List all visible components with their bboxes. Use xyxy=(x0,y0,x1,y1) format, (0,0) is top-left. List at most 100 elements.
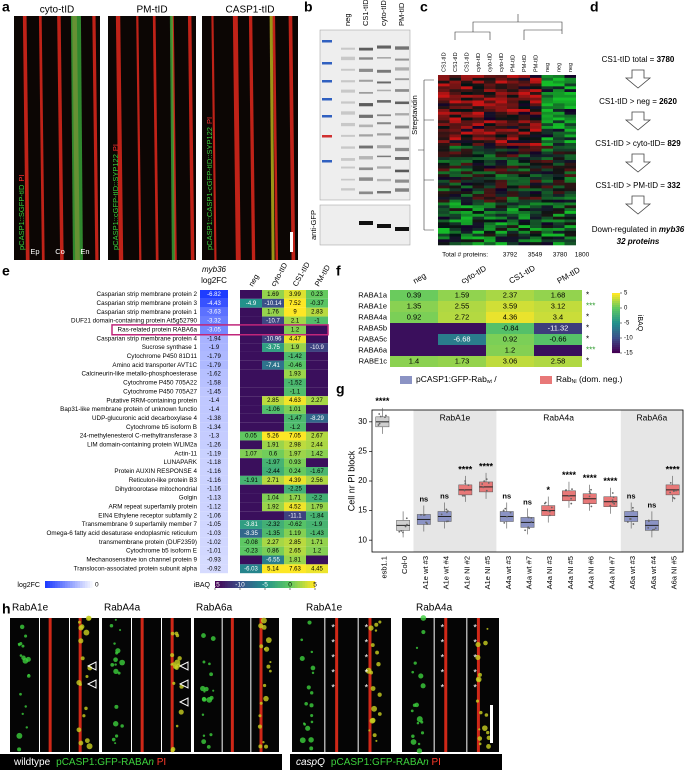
gfp-signal xyxy=(299,656,305,662)
heat-cell xyxy=(507,92,519,96)
heat-cell xyxy=(564,75,576,79)
heat-cell xyxy=(484,233,496,237)
heat-cell xyxy=(461,196,473,200)
band xyxy=(359,68,373,72)
colorbar-step xyxy=(67,581,71,588)
tissue-layer: Ep xyxy=(30,247,39,256)
ibaq-cell xyxy=(240,449,262,459)
ibaq-value: -1.42 xyxy=(288,354,302,360)
gfp-signal xyxy=(262,683,267,688)
data-point xyxy=(612,496,615,499)
colorbar-step xyxy=(290,581,293,588)
ibaq-cell xyxy=(284,396,306,406)
data-point xyxy=(613,502,616,505)
heat-cell xyxy=(472,168,484,172)
heat-cell xyxy=(541,77,553,81)
ibaq-cell xyxy=(262,520,284,529)
heat-cell xyxy=(564,154,576,158)
panel-title: CASP1-tID xyxy=(226,5,275,16)
log2fc-cell xyxy=(200,298,228,308)
data-point xyxy=(570,497,573,500)
ibaq-value: 4.36 xyxy=(503,312,518,321)
heat-cell xyxy=(564,111,576,115)
heat-cell xyxy=(518,222,530,226)
significance: * xyxy=(546,485,550,495)
y-tick-label: 30 xyxy=(358,417,367,426)
heat-cell xyxy=(541,151,553,155)
cell-wall xyxy=(272,15,279,261)
heat-cell xyxy=(438,239,450,243)
heat-cell xyxy=(541,211,553,215)
band xyxy=(395,169,409,173)
ibaq-cell xyxy=(486,345,534,356)
heat-cell xyxy=(541,131,553,135)
ibaq-cell xyxy=(306,290,328,299)
gfp-signal xyxy=(264,744,269,749)
micrograph xyxy=(292,618,325,752)
gfp-signal xyxy=(482,725,488,731)
log2fc-cell xyxy=(200,520,228,529)
protein-name: Calcineurin-like metallo-phosphoesterase xyxy=(81,371,197,378)
band xyxy=(359,47,373,51)
cell-wall xyxy=(152,15,159,261)
heat-cell xyxy=(507,233,519,237)
heat-cell xyxy=(449,77,461,81)
heat-cell xyxy=(461,228,473,232)
ibaq-cell xyxy=(262,475,284,485)
gfp-signal xyxy=(265,637,272,644)
heat-cell xyxy=(553,239,565,243)
band xyxy=(377,145,391,149)
colorbar-step xyxy=(222,581,226,588)
heat-cell xyxy=(553,109,565,113)
heat-cell xyxy=(507,80,519,84)
filter-step-part: 829 xyxy=(667,139,681,148)
gfp-signal xyxy=(204,686,209,692)
ibaq-value: -6.03 xyxy=(244,566,258,572)
heat-cell xyxy=(530,145,542,149)
gfp-signal xyxy=(120,724,124,728)
data-point xyxy=(446,511,448,514)
heat-cell xyxy=(449,114,461,118)
band xyxy=(377,89,391,92)
log2fc-cell xyxy=(200,475,228,485)
heat-cell xyxy=(541,194,553,198)
micrograph xyxy=(102,618,131,752)
heat-cell xyxy=(507,75,519,79)
heat-cell xyxy=(541,128,553,132)
heat-cell xyxy=(530,128,542,132)
heat-cell xyxy=(553,196,565,200)
heat-cell xyxy=(495,148,507,152)
heat-cell xyxy=(461,126,473,130)
ibaq-value: -1.06 xyxy=(266,407,280,413)
tissue-layer: En xyxy=(80,247,89,256)
ibaq-value: -0.23 xyxy=(244,549,258,555)
heat-cell xyxy=(553,94,565,98)
heat-cell xyxy=(541,222,553,226)
ibaq-value: 0.92 xyxy=(407,312,422,321)
heat-cell xyxy=(564,106,576,110)
heat-cell xyxy=(518,233,530,237)
heat-cell xyxy=(484,148,496,152)
ibaq-value: 9 xyxy=(293,310,297,316)
heat-cell xyxy=(541,205,553,209)
heat-cell xyxy=(438,205,450,209)
band xyxy=(377,114,391,117)
log2fc-value: -1.03 xyxy=(207,531,221,537)
gfp-signal xyxy=(21,655,26,661)
legend-entry: pCASP1:GFP-Rabwt / xyxy=(416,374,497,385)
heat-cell xyxy=(449,109,461,113)
heat-cell xyxy=(530,230,542,234)
band xyxy=(377,155,391,158)
data-point xyxy=(568,495,570,497)
heat-cell xyxy=(484,177,496,181)
ibaq-value: 4.52 xyxy=(289,504,301,510)
band xyxy=(341,178,355,181)
heat-cell xyxy=(530,208,542,212)
ibaq-value: -1.67 xyxy=(310,469,324,475)
asterisk-marker: * xyxy=(473,667,477,677)
heat-cell xyxy=(449,182,461,186)
gfp-signal xyxy=(374,622,379,627)
heat-cell xyxy=(553,213,565,217)
ibaq-value: 0.86 xyxy=(267,549,279,555)
log2fc-cell xyxy=(200,484,228,494)
